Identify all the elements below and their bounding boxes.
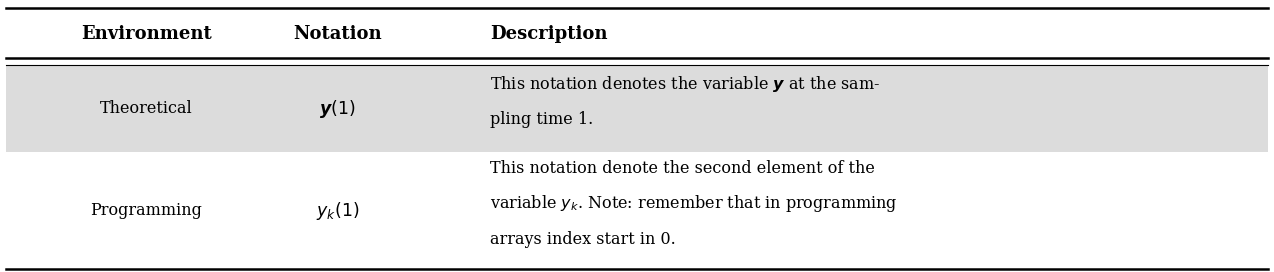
Text: $\boldsymbol{y}(1)$: $\boldsymbol{y}(1)$ <box>320 98 355 120</box>
Text: This notation denote the second element of the: This notation denote the second element … <box>490 160 875 177</box>
Bar <box>6 65 1268 152</box>
Text: Programming: Programming <box>90 202 203 219</box>
Text: Description: Description <box>490 25 608 43</box>
Text: Theoretical: Theoretical <box>101 100 192 117</box>
Text: Notation: Notation <box>293 25 382 43</box>
Text: This notation denotes the variable $\boldsymbol{y}$ at the sam-: This notation denotes the variable $\bol… <box>490 74 880 94</box>
Text: Environment: Environment <box>82 25 211 43</box>
Text: $y_k(1)$: $y_k(1)$ <box>316 200 359 222</box>
Text: pling time 1.: pling time 1. <box>490 111 594 128</box>
Text: arrays index start in 0.: arrays index start in 0. <box>490 231 676 248</box>
Text: variable $y_k$. Note: remember that in programming: variable $y_k$. Note: remember that in p… <box>490 193 898 215</box>
